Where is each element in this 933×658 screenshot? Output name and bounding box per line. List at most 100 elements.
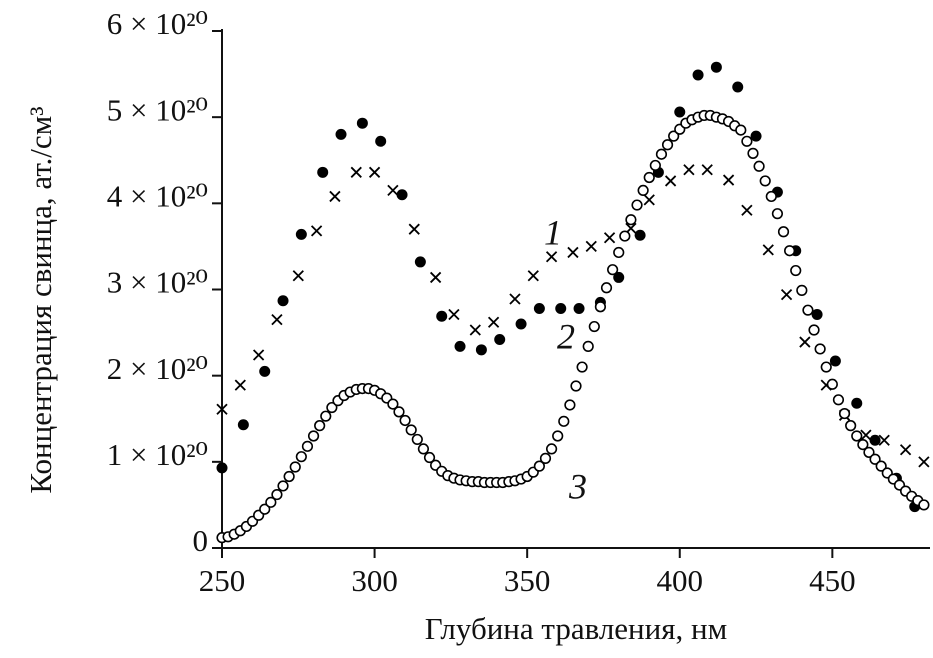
open-marker bbox=[771, 208, 784, 220]
cross-marker bbox=[701, 164, 713, 176]
filled-marker bbox=[634, 229, 646, 241]
cross-marker bbox=[252, 349, 265, 361]
open-marker bbox=[655, 148, 668, 160]
open-marker bbox=[545, 443, 558, 455]
cross-marker bbox=[448, 308, 460, 321]
filled-marker bbox=[555, 302, 567, 314]
cross-marker bbox=[350, 166, 362, 178]
cross-marker bbox=[469, 324, 481, 336]
cross-marker bbox=[664, 175, 677, 187]
cross-marker bbox=[762, 244, 774, 256]
filled-marker bbox=[436, 310, 448, 322]
open-marker bbox=[314, 420, 326, 432]
y-tick-label: 5 × 10²⁰ bbox=[107, 92, 208, 127]
y-tick-label: 1 × 10²⁰ bbox=[107, 437, 208, 472]
cross-marker bbox=[878, 434, 890, 446]
cross-marker bbox=[585, 240, 597, 253]
x-tick-label: 250 bbox=[199, 563, 246, 598]
open-marker bbox=[790, 264, 802, 277]
cross-marker bbox=[899, 444, 912, 456]
y-tick-label: 4 × 10²⁰ bbox=[107, 178, 208, 213]
open-marker bbox=[637, 184, 649, 197]
open-marker bbox=[796, 284, 808, 296]
open-marker bbox=[283, 470, 295, 483]
open-marker bbox=[765, 190, 777, 203]
open-marker bbox=[838, 407, 851, 420]
filled-marker bbox=[674, 106, 686, 118]
open-marker bbox=[405, 424, 417, 436]
y-tick-label: 3 × 10²⁰ bbox=[107, 265, 208, 300]
cross-marker bbox=[310, 225, 323, 237]
series-label: 2 bbox=[557, 316, 575, 356]
cross-marker bbox=[329, 190, 341, 203]
open-marker bbox=[533, 460, 545, 472]
open-marker bbox=[668, 130, 680, 142]
filled-marker bbox=[515, 318, 527, 330]
open-marker bbox=[832, 394, 845, 406]
cross-marker bbox=[387, 184, 399, 197]
filled-marker bbox=[851, 397, 863, 409]
open-marker bbox=[393, 406, 405, 418]
open-marker bbox=[625, 214, 637, 226]
open-marker bbox=[747, 147, 759, 159]
open-marker bbox=[570, 380, 582, 392]
open-marker bbox=[289, 461, 301, 473]
cross-marker bbox=[368, 166, 381, 178]
filled-marker bbox=[732, 81, 744, 93]
series-label: 3 bbox=[568, 466, 587, 506]
open-marker bbox=[582, 340, 594, 352]
cross-marker bbox=[683, 164, 695, 176]
filled-marker bbox=[295, 228, 307, 240]
open-marker bbox=[259, 503, 271, 515]
open-marker bbox=[600, 282, 613, 294]
open-marker bbox=[826, 378, 838, 390]
cross-marker bbox=[918, 456, 930, 468]
open-marker bbox=[863, 446, 875, 458]
open-marker bbox=[875, 460, 887, 472]
x-tick-label: 400 bbox=[657, 563, 704, 598]
filled-marker bbox=[494, 333, 506, 345]
cross-marker bbox=[527, 270, 539, 282]
x-tick-label: 450 bbox=[809, 563, 856, 598]
open-marker bbox=[759, 175, 771, 187]
open-marker bbox=[851, 430, 863, 442]
y-tick-label: 2 × 10²⁰ bbox=[107, 351, 208, 386]
open-marker bbox=[417, 443, 430, 455]
open-marker bbox=[820, 361, 832, 373]
open-marker bbox=[753, 160, 765, 172]
open-marker bbox=[265, 496, 277, 508]
open-marker bbox=[295, 451, 307, 463]
cross-marker bbox=[509, 293, 521, 305]
open-marker bbox=[631, 199, 643, 211]
filled-marker bbox=[396, 189, 408, 201]
open-marker bbox=[558, 415, 570, 427]
y-axis-label: Концентрация свинца, ат./см³ bbox=[23, 106, 58, 493]
filled-marker bbox=[750, 130, 762, 142]
filled-marker bbox=[216, 462, 228, 474]
filled-marker bbox=[533, 302, 545, 314]
filled-marker bbox=[317, 166, 329, 178]
open-marker bbox=[576, 361, 588, 373]
cross-marker bbox=[408, 223, 420, 235]
filled-marker bbox=[454, 340, 466, 352]
cross-marker bbox=[234, 379, 246, 391]
open-marker bbox=[777, 226, 790, 238]
filled-marker bbox=[573, 302, 585, 314]
open-marker bbox=[802, 304, 814, 316]
cross-marker bbox=[487, 316, 500, 328]
open-marker bbox=[613, 246, 625, 259]
open-marker bbox=[814, 343, 826, 355]
cross-marker bbox=[860, 429, 872, 441]
filled-marker bbox=[259, 365, 271, 377]
filled-marker bbox=[237, 419, 249, 431]
open-marker bbox=[607, 264, 619, 276]
open-marker bbox=[301, 440, 314, 452]
open-marker bbox=[857, 439, 869, 451]
filled-marker bbox=[710, 61, 722, 73]
cross-marker bbox=[545, 251, 558, 263]
cross-marker bbox=[429, 271, 442, 284]
open-marker bbox=[918, 499, 930, 511]
open-marker bbox=[320, 410, 332, 422]
open-marker bbox=[564, 399, 576, 411]
